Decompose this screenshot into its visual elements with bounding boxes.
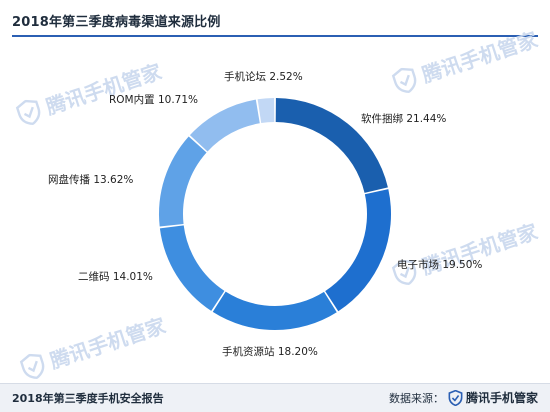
footer-report-title: 2018年第三季度手机安全报告 — [12, 392, 164, 405]
donut-slice-1 — [275, 98, 388, 193]
watermark: 腾讯手机管家 — [13, 56, 165, 130]
footer-source: 数据来源： 腾讯手机管家 — [389, 389, 538, 406]
donut-slice-6 — [189, 99, 260, 152]
footer-brand: 腾讯手机管家 — [448, 389, 538, 406]
slice-label-3: 手机资源站 18.20% — [222, 345, 318, 358]
slice-label-2: 电子市场 19.50% — [397, 258, 482, 271]
watermark: 腾讯手机管家 — [17, 310, 169, 384]
page-title: 2018年第三季度病毒渠道来源比例 — [12, 15, 221, 30]
title-divider — [12, 35, 538, 37]
slice-label-4: 二维码 14.01% — [78, 270, 153, 283]
footer-bar: 2018年第三季度手机安全报告 数据来源： 腾讯手机管家 — [0, 383, 550, 412]
slice-label-5: 网盘传播 13.62% — [48, 173, 133, 186]
donut-slice-3 — [212, 291, 337, 330]
donut-slice-5 — [159, 136, 207, 227]
shield-logo-icon — [448, 389, 463, 406]
shield-logo-icon — [391, 67, 417, 93]
footer-source-label: 数据来源： — [388, 391, 444, 405]
slice-label-1: 软件捆绑 21.44% — [361, 112, 446, 125]
watermark: 腾讯手机管家 — [389, 216, 541, 290]
shield-logo-icon — [15, 99, 41, 125]
donut-slice-4 — [159, 225, 225, 311]
slice-label-7: 手机论坛 2.52% — [224, 70, 303, 83]
donut-slice-7 — [257, 98, 275, 124]
slice-label-6: ROM内置 10.71% — [109, 93, 198, 106]
watermark: 腾讯手机管家 — [389, 24, 541, 98]
footer-brand-name: 腾讯手机管家 — [465, 391, 538, 405]
shield-logo-icon — [19, 353, 45, 379]
donut-slice-2 — [325, 189, 391, 312]
shield-logo-icon — [391, 259, 417, 285]
